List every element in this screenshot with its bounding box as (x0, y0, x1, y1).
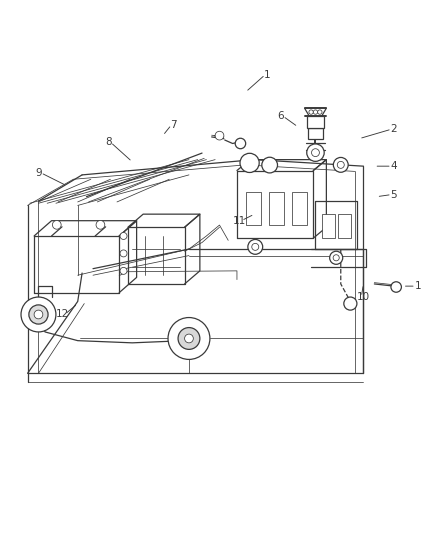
Circle shape (52, 221, 61, 229)
Circle shape (317, 110, 321, 114)
Circle shape (332, 255, 339, 261)
Circle shape (34, 310, 43, 319)
Circle shape (21, 297, 56, 332)
Text: 8: 8 (105, 137, 111, 147)
Circle shape (251, 244, 258, 251)
Bar (245, 192, 260, 225)
Circle shape (313, 110, 317, 114)
Text: 7: 7 (170, 120, 177, 130)
Bar (337, 214, 350, 238)
Circle shape (308, 110, 313, 114)
Circle shape (261, 157, 277, 173)
Circle shape (168, 318, 209, 359)
Bar (321, 214, 334, 238)
Text: 5: 5 (390, 190, 396, 199)
Bar (291, 192, 307, 225)
Circle shape (329, 251, 342, 264)
Circle shape (247, 239, 262, 254)
Circle shape (29, 305, 48, 324)
Circle shape (215, 131, 223, 140)
Circle shape (178, 328, 199, 350)
Circle shape (120, 232, 127, 239)
Text: 1: 1 (414, 281, 420, 291)
Text: 12: 12 (56, 310, 69, 319)
Circle shape (311, 149, 319, 157)
Text: 11: 11 (232, 216, 245, 225)
Bar (306, 116, 323, 128)
Bar (268, 192, 283, 225)
Circle shape (390, 282, 400, 292)
Text: 2: 2 (390, 124, 396, 134)
Circle shape (120, 250, 127, 257)
Text: 4: 4 (390, 161, 396, 171)
Bar (307, 128, 322, 139)
Circle shape (184, 334, 193, 343)
Circle shape (96, 221, 105, 229)
Circle shape (240, 154, 258, 173)
Circle shape (332, 157, 347, 172)
Circle shape (235, 138, 245, 149)
Text: 10: 10 (356, 292, 369, 302)
Text: 6: 6 (277, 111, 283, 121)
Circle shape (343, 297, 356, 310)
Circle shape (120, 268, 127, 274)
Circle shape (336, 161, 343, 168)
Circle shape (306, 144, 323, 161)
Text: 9: 9 (35, 168, 42, 177)
Text: 1: 1 (264, 70, 270, 79)
